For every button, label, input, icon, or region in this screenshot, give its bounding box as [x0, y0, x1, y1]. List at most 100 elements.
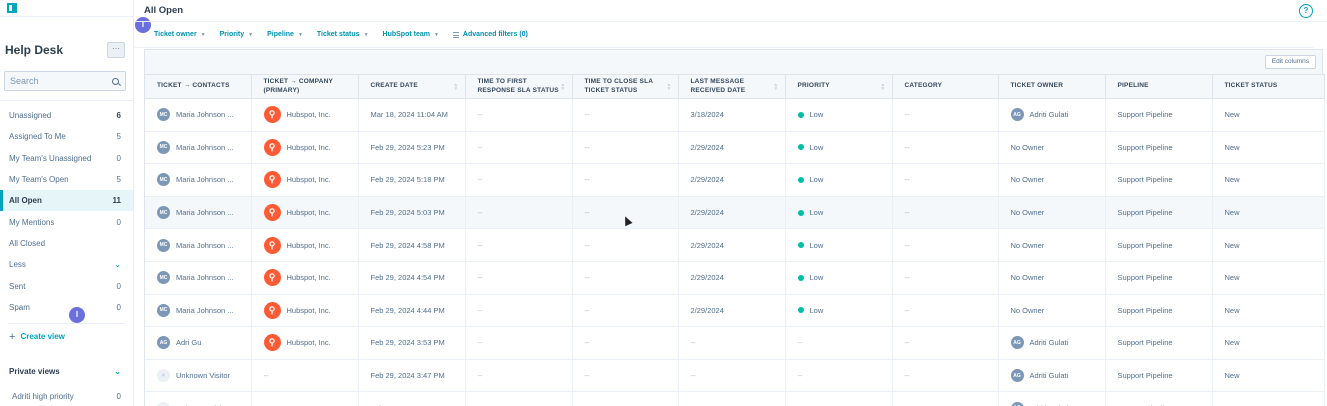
- priority-badge: Low: [797, 110, 884, 119]
- contact-link[interactable]: AG Adri Gu: [157, 336, 243, 350]
- column-header[interactable]: CREATE DATE ▲ ▼: [358, 74, 466, 99]
- cell-company: ⚲ Hubspot, Inc.: [251, 326, 359, 360]
- column-header[interactable]: PRIORITY ▲ ▼: [785, 74, 893, 99]
- owner-value: No Owner: [1011, 175, 1097, 184]
- cell-create-date-value: Feb 28, 2024 3:44 PM: [371, 404, 445, 406]
- company-link[interactable]: ⚲ Hubspot, Inc.: [263, 138, 350, 156]
- filter-priority-dropdown[interactable]: Priority ▼: [220, 31, 253, 38]
- cell-first-response-sla-value: --: [477, 273, 483, 283]
- company-link[interactable]: ⚲ Hubspot, Inc.: [263, 301, 350, 319]
- cell-create-date-value: Feb 29, 2024 4:58 PM: [370, 240, 445, 250]
- column-header[interactable]: TIME TO FIRST RESPONSE SLA STATUS ▲ ▼: [465, 74, 573, 99]
- sidebar-item-label: Sent: [9, 281, 26, 291]
- cell-last-message-date-value: 2/29/2024: [690, 305, 724, 315]
- sort-icon[interactable]: ▲ ▼: [880, 82, 886, 92]
- column-header[interactable]: LAST MESSAGE RECEIVED DATE ▲ ▼: [678, 74, 786, 99]
- table-row[interactable]: MC Maria Johnson ... ⚲ Hubspot, Inc. Feb 29,…: [145, 196, 1325, 230]
- cell-priority: --: [785, 359, 893, 393]
- priority-label: Low: [809, 142, 824, 152]
- create-view-button[interactable]: + Create view: [0, 324, 133, 350]
- contact-link[interactable]: MC Maria Johnson ...: [157, 108, 243, 122]
- sort-icon[interactable]: ▲ ▼: [560, 82, 566, 92]
- cell-owner: No Owner: [998, 228, 1106, 262]
- table-row[interactable]: MC Maria Johnson ... ⚲ Hubspot, Inc. Mar 18,…: [145, 98, 1325, 132]
- contact-link[interactable]: ● Unknown Visitor: [157, 369, 243, 383]
- sidebar-item-sent[interactable]: Sent 0: [0, 275, 133, 296]
- column-header[interactable]: TICKET → COMPANY (PRIMARY): [251, 74, 359, 99]
- sidebar-item-my-mentions[interactable]: My Mentions 0: [0, 211, 133, 232]
- cell-status: New: [1212, 294, 1325, 328]
- filter-ticket-owner-dropdown[interactable]: Ticket owner ▼: [154, 31, 206, 38]
- company-link[interactable]: ⚲ Hubspot, Inc.: [263, 106, 350, 124]
- status-value: New: [1224, 371, 1240, 381]
- search-icon: [112, 77, 119, 85]
- sidebar-item-my-team-s-unassigned[interactable]: My Team's Unassigned 0: [0, 148, 133, 169]
- cell-owner: No Owner: [998, 261, 1106, 295]
- table-row[interactable]: MC Maria Johnson ... ⚲ Hubspot, Inc. Feb 29,…: [145, 294, 1325, 328]
- company-link[interactable]: ⚲ Hubspot, Inc.: [263, 236, 350, 254]
- sidebar-item-count: 5: [116, 175, 121, 185]
- contact-link[interactable]: MC Maria Johnson ...: [157, 238, 243, 252]
- column-header[interactable]: TICKET STATUS: [1212, 74, 1325, 99]
- column-header[interactable]: TICKET OWNER: [998, 74, 1106, 99]
- app-logo-icon[interactable]: [7, 3, 17, 13]
- column-header-label: CATEGORY: [904, 82, 943, 90]
- help-icon[interactable]: ?: [1299, 3, 1313, 18]
- company-link[interactable]: ⚲ Hubspot, Inc.: [263, 171, 350, 189]
- sort-icon[interactable]: ▲ ▼: [453, 82, 459, 92]
- search-input[interactable]: Search: [4, 71, 126, 91]
- column-header[interactable]: CATEGORY: [892, 74, 999, 99]
- contact-link[interactable]: ● Unknown Visitor: [157, 401, 243, 406]
- sidebar-item-unassigned[interactable]: Unassigned 6: [0, 105, 133, 126]
- contact-avatar: MC: [157, 140, 170, 154]
- sort-icon[interactable]: ▲ ▼: [773, 82, 779, 92]
- edit-columns-button[interactable]: Edit columns: [1264, 55, 1316, 69]
- filter-hubspot-team-dropdown[interactable]: HubSpot team ▼: [383, 31, 439, 38]
- filter-pipeline-dropdown[interactable]: Pipeline ▼: [267, 31, 303, 38]
- contact-link[interactable]: MC Maria Johnson ...: [157, 140, 243, 154]
- cell-pipeline: Support Pipeline: [1105, 359, 1213, 393]
- filter-ticket-status-dropdown[interactable]: Ticket status ▼: [317, 31, 369, 38]
- contact-link[interactable]: MC Maria Johnson ...: [157, 303, 243, 317]
- private-view-item[interactable]: Adriti high priority 0: [0, 386, 133, 406]
- sidebar-item-all-open[interactable]: All Open 11: [0, 190, 133, 212]
- contact-link[interactable]: MC Maria Johnson ...: [157, 271, 243, 285]
- cell-close-sla-value: --: [584, 208, 590, 218]
- cell-first-response-sla-value: --: [477, 240, 483, 250]
- private-views-header[interactable]: Private views ⌄: [0, 350, 133, 380]
- filter-label: Ticket status: [316, 31, 360, 38]
- table-row[interactable]: MC Maria Johnson ... ⚲ Hubspot, Inc. Feb 29,…: [145, 228, 1325, 262]
- company-link[interactable]: ⚲ Hubspot, Inc.: [263, 204, 350, 222]
- logo-bar: [0, 0, 133, 17]
- table-row[interactable]: AG Adri Gu ⚲ Hubspot, Inc. Feb 29, 2024 3:53…: [145, 326, 1325, 360]
- sidebar-item-all-closed[interactable]: All Closed: [0, 233, 133, 254]
- table-row[interactable]: ● Unknown Visitor -- Feb 29, 2024 3:47 PM --…: [145, 359, 1325, 393]
- sort-icon[interactable]: ▲ ▼: [666, 82, 672, 92]
- owner-value: No Owner: [1011, 143, 1097, 152]
- advanced-filters-button[interactable]: Advanced filters (0): [452, 31, 528, 38]
- contact-link[interactable]: MC Maria Johnson ...: [157, 173, 243, 187]
- category-value: --: [904, 338, 910, 348]
- sidebar-item-count: 5: [116, 132, 121, 142]
- table-row[interactable]: MC Maria Johnson ... ⚲ Hubspot, Inc. Feb 29,…: [145, 131, 1325, 165]
- cell-owner: No Owner: [998, 163, 1106, 197]
- cell-last-message-date-value: --: [690, 338, 696, 348]
- contact-link[interactable]: MC Maria Johnson ...: [157, 206, 243, 220]
- sidebar-item-my-team-s-open[interactable]: My Team's Open 5: [0, 169, 133, 190]
- column-header[interactable]: TIME TO CLOSE SLA TICKET STATUS ▲ ▼: [572, 74, 679, 99]
- company-link[interactable]: ⚲ Hubspot, Inc.: [263, 334, 350, 352]
- sidebar-item-label: Spam: [9, 302, 30, 312]
- column-header[interactable]: TICKET → CONTACTS: [145, 74, 252, 99]
- sidebar-item-assigned-to-me[interactable]: Assigned To Me 5: [0, 126, 133, 147]
- sidebar-item-spam[interactable]: Spam 0: [0, 297, 133, 318]
- sidebar-item-less[interactable]: Less ⌄: [0, 254, 133, 275]
- filter-label: Ticket owner: [154, 31, 197, 38]
- cell-contact: MC Maria Johnson ...: [145, 131, 252, 165]
- table-row[interactable]: ● Unknown Visitor -- Feb 28, 2024 3:44 PM --…: [145, 391, 1325, 406]
- column-header[interactable]: PIPELINE: [1105, 74, 1213, 99]
- more-options-button[interactable]: ···: [107, 42, 125, 58]
- table-row[interactable]: MC Maria Johnson ... ⚲ Hubspot, Inc. Feb 29,…: [145, 163, 1325, 197]
- table-row[interactable]: MC Maria Johnson ... ⚲ Hubspot, Inc. Feb 29,…: [145, 261, 1325, 295]
- company-link[interactable]: ⚲ Hubspot, Inc.: [263, 269, 350, 287]
- cell-pipeline: Support Pipeline: [1105, 163, 1213, 197]
